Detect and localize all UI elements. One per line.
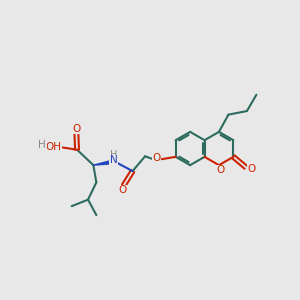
Text: O: O <box>216 165 224 175</box>
Text: H: H <box>110 150 117 160</box>
Polygon shape <box>93 160 112 165</box>
Text: O: O <box>72 124 81 134</box>
Text: O: O <box>247 164 255 174</box>
Text: N: N <box>110 155 118 165</box>
Text: O: O <box>118 185 126 195</box>
Text: H: H <box>38 140 46 150</box>
Text: OH: OH <box>45 142 61 152</box>
Text: O: O <box>152 153 160 163</box>
